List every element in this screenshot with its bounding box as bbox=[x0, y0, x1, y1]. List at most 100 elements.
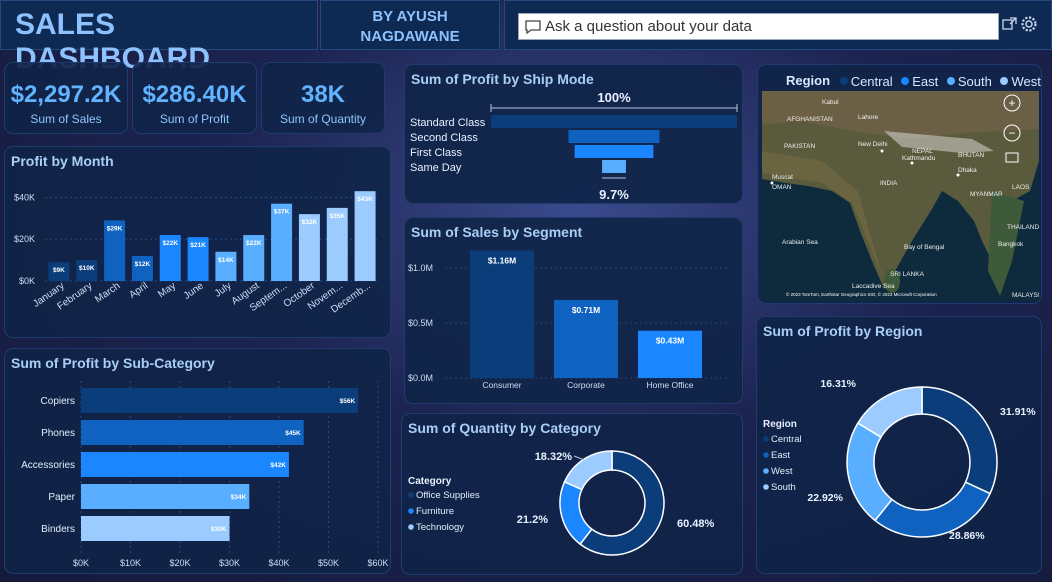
map-place-label: Dhaka bbox=[958, 167, 977, 174]
category-legend-label: Technology bbox=[416, 522, 464, 533]
subcat-category-label: Paper bbox=[48, 492, 75, 503]
zoom-out-icon-glyph: − bbox=[1008, 126, 1015, 140]
category-slice bbox=[559, 480, 593, 546]
region-legend-dot bbox=[763, 468, 769, 474]
month-data-label: $10K bbox=[79, 265, 95, 272]
subcat-bar bbox=[81, 484, 250, 509]
map-place-label: NEPAL bbox=[912, 148, 933, 155]
map-city-marker bbox=[956, 173, 960, 177]
subcat-bar bbox=[81, 516, 230, 541]
subcat-bar bbox=[81, 420, 304, 445]
segment-card[interactable]: Sum of Sales by Segment $0.0M $0.5M $1.0M $… bbox=[404, 217, 743, 404]
region-legend-dot bbox=[763, 436, 769, 442]
funnel-bottom-label: 9.7% bbox=[599, 187, 629, 202]
subcat-category-label: Copiers bbox=[41, 396, 75, 407]
profit-by-month-card[interactable]: Profit by Month $0K $20K $40K $9K January $10… bbox=[4, 146, 391, 338]
map-legend-west: West bbox=[1000, 74, 1041, 89]
segment-data-label: $0.43M bbox=[656, 336, 684, 346]
kpi-quantity-value: 38K bbox=[300, 81, 346, 108]
funnel-category-label: Second Class bbox=[410, 132, 478, 144]
month-data-label: $12K bbox=[135, 261, 151, 268]
month-bar bbox=[48, 262, 70, 281]
month-bar bbox=[243, 235, 265, 281]
region-slice bbox=[873, 481, 992, 538]
map-place-label: SRI LANKA bbox=[890, 271, 925, 278]
zoom-in-icon-glyph: + bbox=[1008, 96, 1015, 110]
map-card[interactable]: Region Central East South West Kabul AFGH… bbox=[757, 64, 1042, 304]
category-card[interactable]: Sum of Quantity by Category 60.48% 21.2% 1… bbox=[401, 413, 743, 575]
month-data-label: $9K bbox=[53, 267, 65, 274]
segment-y-tick: $0.5M bbox=[408, 318, 433, 328]
region-legend-label: East bbox=[771, 450, 790, 461]
month-x-label: April bbox=[127, 280, 150, 300]
subcat-category-label: Phones bbox=[41, 428, 75, 439]
region-data-label: 31.91% bbox=[1000, 406, 1036, 418]
region-title: Sum of Profit by Region bbox=[763, 323, 923, 339]
map-legend-central: Central bbox=[839, 74, 893, 89]
subcat-category-label: Accessories bbox=[21, 460, 75, 471]
month-x-label: June bbox=[182, 280, 206, 302]
segment-y-tick: $0.0M bbox=[408, 373, 433, 383]
segment-chart: $0.0M $0.5M $1.0M $1.16M Consumer $0.71M Corpo… bbox=[408, 250, 730, 390]
region-data-label: 22.92% bbox=[807, 492, 843, 504]
kpi-card-profit[interactable]: $286.40K Sum of Profit bbox=[132, 62, 257, 134]
subcategory-title: Sum of Profit by Sub-Category bbox=[11, 355, 215, 371]
month-data-label: $22K bbox=[162, 240, 178, 247]
kpi-card-sales[interactable]: $2,297.2K Sum of Sales bbox=[4, 62, 128, 134]
subcat-data-label: $56K bbox=[340, 398, 356, 405]
share-icon[interactable] bbox=[1002, 16, 1018, 32]
map-place-label: INDIA bbox=[880, 180, 898, 187]
map-place-label: Muscat bbox=[772, 174, 793, 181]
ship-mode-card[interactable]: Sum of Profit by Ship Mode 100% Standard … bbox=[404, 64, 743, 204]
region-card[interactable]: Sum of Profit by Region 31.91% 28.86% 22.9… bbox=[756, 316, 1042, 574]
subcat-category-label: Binders bbox=[41, 524, 75, 535]
month-y-tick: $40K bbox=[14, 192, 35, 202]
zoom-out-icon bbox=[1003, 124, 1021, 142]
subcat-data-label: $34K bbox=[231, 494, 247, 501]
region-slice bbox=[856, 386, 923, 439]
map-city-marker bbox=[910, 161, 914, 165]
funnel-top-label: 100% bbox=[597, 90, 631, 105]
region-legend-dot bbox=[763, 452, 769, 458]
funnel-category-label: First Class bbox=[410, 147, 462, 159]
map-landmass bbox=[762, 151, 884, 281]
segment-x-label: Corporate bbox=[567, 380, 605, 390]
segment-title: Sum of Sales by Segment bbox=[411, 224, 583, 240]
month-y-tick: $0K bbox=[19, 276, 35, 286]
subcategory-card[interactable]: Sum of Profit by Sub-Category $0K $10K $20… bbox=[4, 348, 391, 574]
segment-data-label: $0.71M bbox=[572, 305, 600, 315]
gear-icon[interactable] bbox=[1020, 15, 1038, 33]
month-data-label: $37K bbox=[274, 209, 290, 216]
kpi-sales-value: $2,297.2K bbox=[10, 81, 122, 108]
author-line-1: BY AYUSH bbox=[372, 8, 448, 25]
month-bar bbox=[215, 251, 237, 281]
category-data-label: 18.32% bbox=[535, 451, 573, 463]
subcat-x-tick: $30K bbox=[219, 558, 240, 568]
month-bar bbox=[76, 260, 98, 281]
kpi-profit-value: $286.40K bbox=[142, 81, 247, 108]
category-legend-label: Office Supplies bbox=[416, 490, 480, 501]
qa-input[interactable]: Ask a question about your data bbox=[518, 13, 999, 40]
kpi-profit-label: Sum of Profit bbox=[159, 112, 230, 126]
map-mountains bbox=[762, 91, 1039, 139]
category-donut-chart: 60.48% 21.2% 18.32% Category Office Supplies… bbox=[408, 450, 715, 556]
month-bar bbox=[354, 191, 376, 281]
month-x-label: May bbox=[156, 280, 178, 300]
subcategory-chart: $0K $10K $20K $30K $40K $50K $60K $56K Copiers $4… bbox=[21, 381, 389, 568]
map-place-label: Bay of Bengal bbox=[904, 244, 945, 251]
region-map[interactable]: Kabul AFGHANISTAN Lahore PAKISTAN New Delhi N… bbox=[762, 91, 1039, 301]
month-y-tick: $20K bbox=[14, 234, 35, 244]
author-box: BY AYUSH NAGDAWANE bbox=[320, 0, 500, 50]
month-bar bbox=[104, 220, 126, 281]
map-place-label: THAILAND bbox=[1007, 224, 1039, 231]
funnel-bar bbox=[574, 145, 654, 158]
kpi-sales-label: Sum of Sales bbox=[30, 112, 102, 126]
map-place-label: MYANMAR bbox=[970, 191, 1003, 198]
category-legend-dot bbox=[408, 492, 414, 498]
category-legend-dot bbox=[408, 508, 414, 514]
month-bar bbox=[187, 237, 209, 281]
kpi-card-quantity[interactable]: 38K Sum of Quantity bbox=[261, 62, 385, 134]
subcat-bar bbox=[81, 452, 289, 477]
qa-placeholder: Ask a question about your data bbox=[545, 18, 752, 35]
segment-x-label: Consumer bbox=[482, 380, 521, 390]
